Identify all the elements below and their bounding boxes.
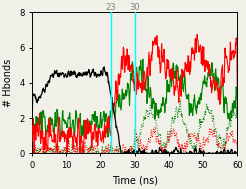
Text: 30: 30 [129,3,140,12]
X-axis label: Time (ns): Time (ns) [112,176,158,186]
Y-axis label: # Hbonds: # Hbonds [3,59,14,107]
Text: 23: 23 [105,3,116,12]
